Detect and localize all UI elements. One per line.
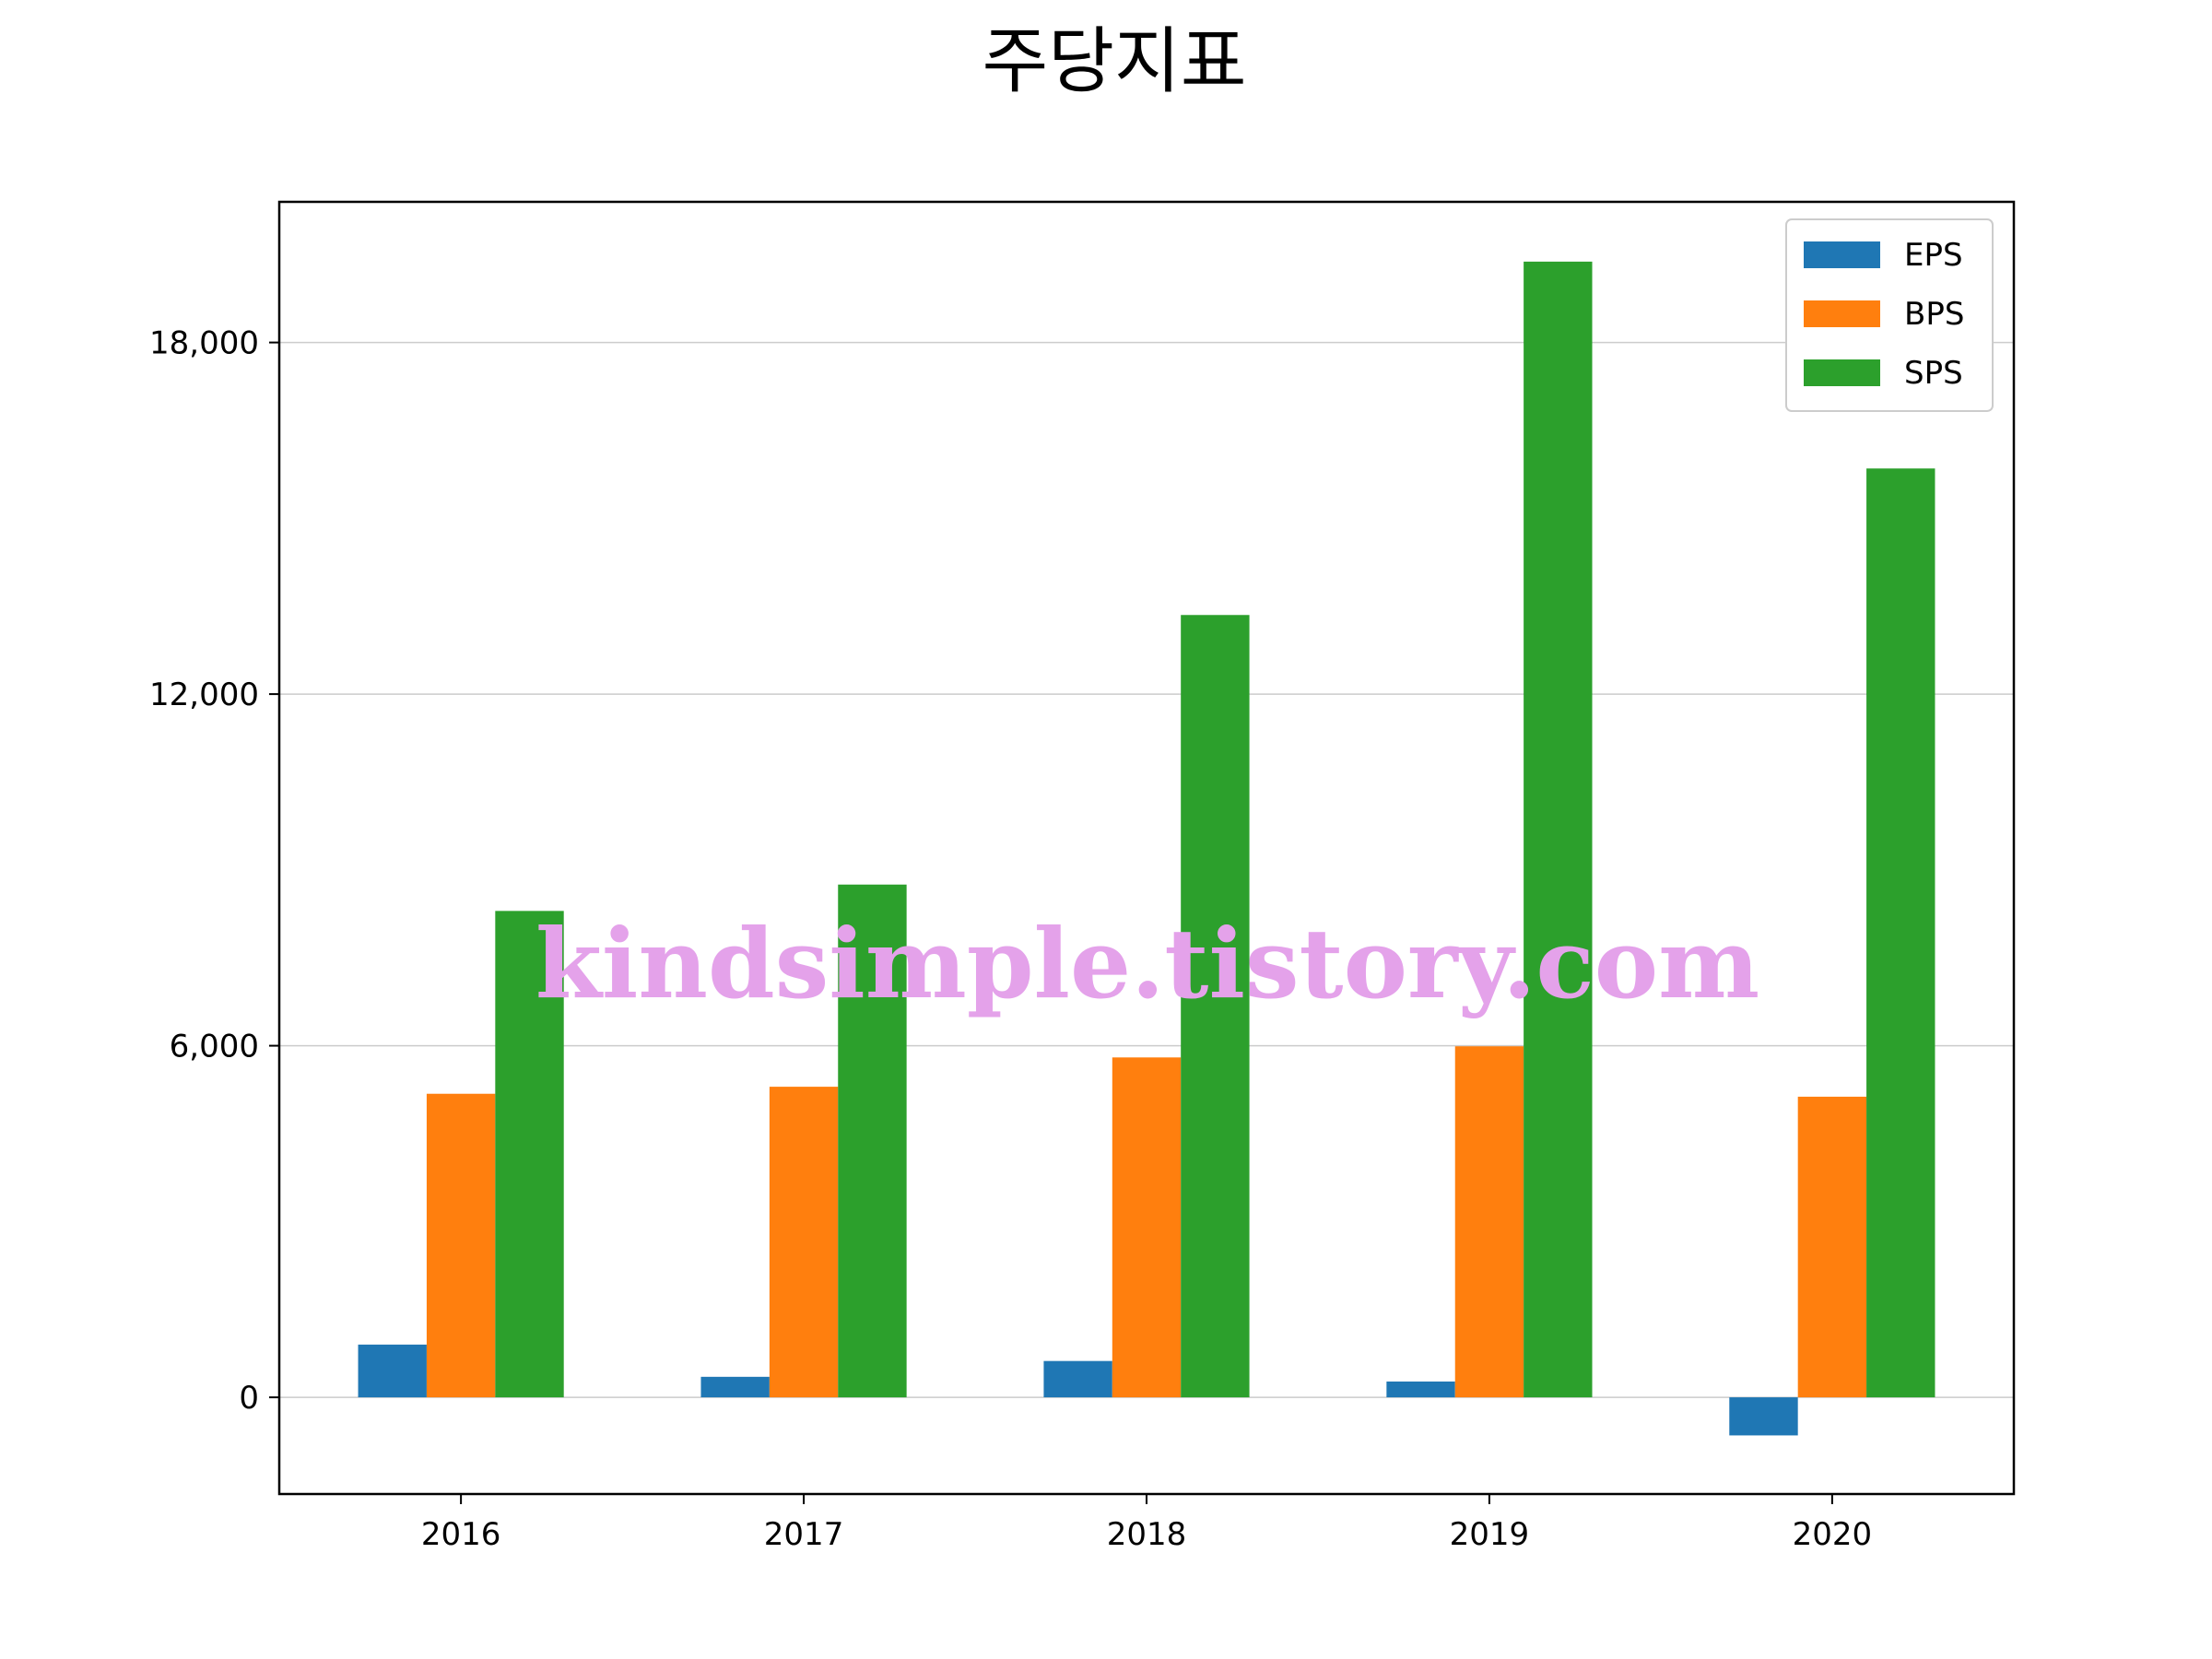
y-axis-ticks: 0 6,000 12,000 18,000 [149, 325, 279, 1417]
bar-bps-2018 [1112, 1057, 1182, 1398]
x-axis-ticks: 2016 2017 2018 2019 2020 [421, 1494, 1872, 1553]
legend-label-eps: EPS [1904, 237, 1963, 274]
x-tick-label: 2016 [421, 1516, 501, 1553]
watermark-text: kindsimple.tistory.com [535, 907, 1759, 1020]
x-tick-label: 2019 [1450, 1516, 1530, 1553]
legend-swatch-bps [1804, 300, 1880, 327]
legend-swatch-eps [1804, 241, 1880, 268]
x-tick-label: 2017 [764, 1516, 844, 1553]
bar-sps-2016 [495, 911, 564, 1398]
bar-eps-2016 [358, 1344, 427, 1398]
y-tick-label: 12,000 [149, 677, 259, 713]
chart-title: 주당지표 [982, 20, 1246, 103]
bar-bps-2019 [1454, 1046, 1524, 1398]
bar-sps-2019 [1524, 261, 1593, 1398]
bars [358, 261, 1936, 1436]
y-tick-label: 18,000 [149, 325, 259, 362]
bar-eps-2017 [700, 1376, 770, 1398]
legend-label-sps: SPS [1904, 355, 1963, 392]
bar-sps-2020 [1866, 468, 1936, 1398]
bar-bps-2016 [426, 1093, 496, 1398]
y-tick-label: 0 [239, 1380, 259, 1417]
x-tick-label: 2018 [1107, 1516, 1187, 1553]
legend-label-bps: BPS [1904, 296, 1964, 333]
bar-sps-2018 [1181, 615, 1250, 1398]
legend-swatch-sps [1804, 359, 1880, 386]
bar-bps-2017 [769, 1087, 839, 1398]
bar-eps-2020 [1729, 1397, 1798, 1436]
y-tick-label: 6,000 [170, 1029, 259, 1065]
bar-eps-2019 [1386, 1381, 1455, 1398]
x-tick-label: 2020 [1793, 1516, 1873, 1553]
legend: EPS BPS SPS [1785, 218, 1994, 412]
bar-eps-2018 [1043, 1360, 1112, 1398]
bar-bps-2020 [1797, 1096, 1867, 1398]
bar-sps-2017 [838, 884, 907, 1398]
